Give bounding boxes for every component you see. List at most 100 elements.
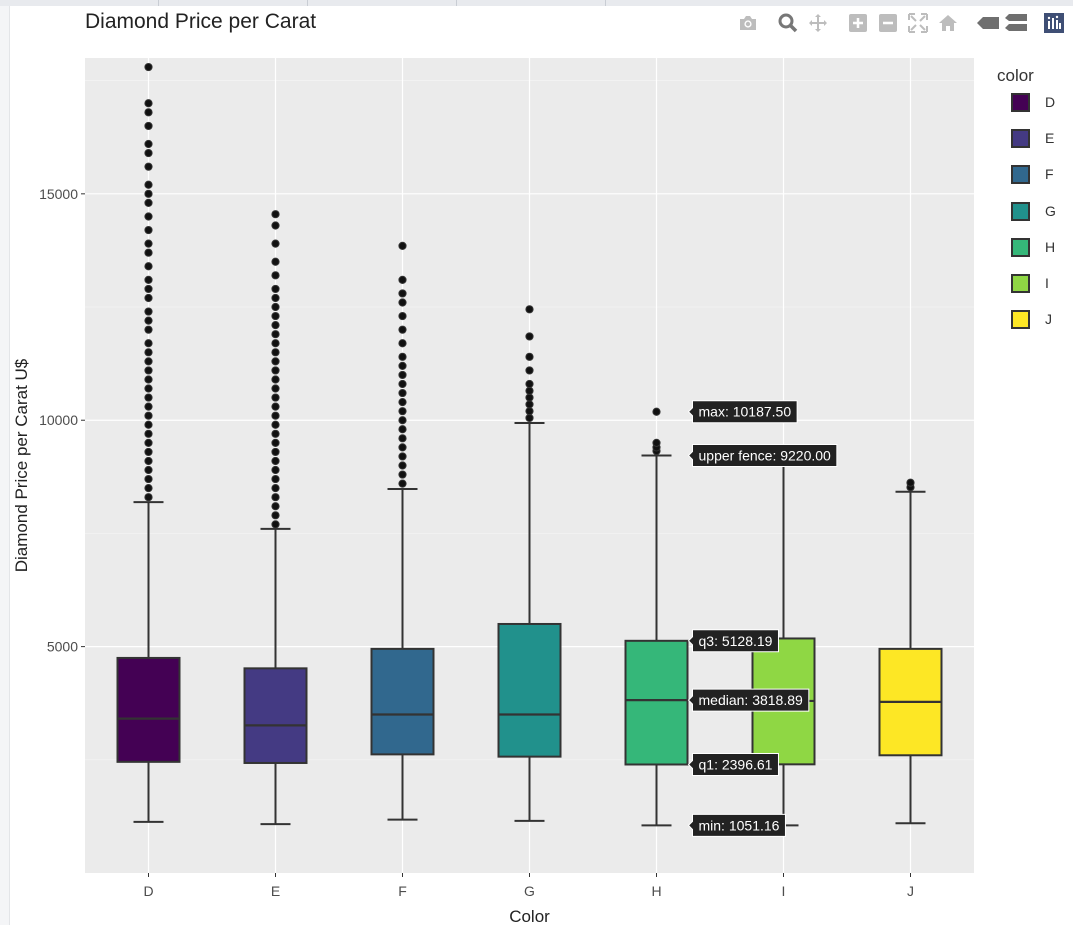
outlier-point — [271, 493, 280, 502]
box-body — [243, 667, 308, 764]
box-D[interactable] — [116, 62, 181, 823]
outlier-point — [271, 447, 280, 457]
outlier-point — [271, 339, 280, 348]
hover-label: max: 10187.50 — [687, 400, 798, 424]
outlier-point — [271, 271, 280, 280]
outlier-point — [271, 474, 280, 484]
autoscale-icon[interactable] — [907, 12, 929, 34]
outlier-point — [652, 446, 661, 456]
outlier-point — [398, 407, 407, 416]
outlier-point — [525, 407, 534, 416]
outlier-point — [271, 330, 280, 339]
box-F[interactable] — [370, 241, 435, 821]
outlier-point — [271, 456, 280, 466]
x-axis-label: Color — [509, 907, 550, 925]
legend-swatch — [1011, 129, 1030, 149]
x-tick-label: E — [271, 883, 280, 899]
outlier-point — [398, 425, 407, 434]
outlier-point — [271, 348, 280, 357]
outlier-point — [271, 210, 280, 219]
box-E[interactable] — [243, 210, 308, 826]
outlier-point — [398, 461, 407, 470]
outlier-point — [525, 393, 534, 402]
hover-label-text: q1: 2396.61 — [699, 756, 773, 772]
outlier-point — [398, 289, 407, 298]
outlier-point — [271, 239, 280, 248]
x-tick-label: I — [782, 883, 786, 899]
outlier-point — [144, 307, 153, 316]
outlier-point — [144, 447, 153, 457]
outlier-point — [144, 316, 153, 325]
outlier-point — [144, 438, 153, 447]
zoom-icon[interactable] — [777, 12, 799, 34]
outlier-point — [144, 293, 153, 303]
hover-label: q1: 2396.61 — [687, 752, 779, 776]
outlier-point — [398, 443, 407, 452]
outlier-point — [525, 366, 534, 375]
hover-label-text: upper fence: 9220.00 — [699, 448, 832, 464]
camera-icon[interactable] — [737, 12, 759, 34]
outlier-point — [144, 484, 153, 493]
legend-label: H — [1045, 238, 1056, 255]
box-J[interactable] — [878, 478, 943, 825]
outlier-point — [144, 366, 153, 375]
outlier-point — [271, 357, 280, 366]
outlier-point — [271, 429, 280, 438]
box-body — [370, 647, 435, 756]
hover-label-text: median: 3818.89 — [699, 692, 804, 708]
box-body — [497, 622, 562, 758]
outlier-point — [144, 384, 153, 393]
outlier-point — [144, 248, 153, 257]
plotly-logo-icon[interactable] — [1043, 12, 1065, 34]
outlier-point — [271, 384, 280, 393]
y-axis-label: Diamond Price per Carat U$ — [12, 358, 31, 572]
outlier-point — [398, 339, 407, 348]
outlier-point — [398, 379, 407, 389]
spike-lines-icon[interactable] — [977, 12, 999, 34]
box-body — [116, 656, 181, 763]
y-tick-label: 15000 — [39, 186, 78, 202]
outlier-point — [398, 241, 407, 251]
box-I[interactable] — [751, 454, 816, 827]
outlier-point — [525, 413, 534, 423]
outlier-point — [271, 484, 280, 493]
x-tick-label: G — [524, 883, 535, 899]
hover-label-bg — [687, 629, 779, 653]
box-body — [751, 637, 816, 766]
x-tick-label: J — [907, 883, 914, 899]
legend-label: G — [1045, 202, 1056, 219]
outlier-point — [398, 388, 407, 398]
modebar — [737, 12, 1067, 34]
outlier-point — [398, 416, 407, 425]
outlier-point — [525, 400, 534, 409]
box-H[interactable] — [624, 407, 689, 827]
outlier-point — [144, 429, 153, 438]
outlier-point — [144, 411, 153, 420]
pan-icon[interactable] — [807, 12, 829, 34]
outlier-point — [144, 198, 153, 207]
outlier-point — [144, 139, 153, 149]
outlier-point — [398, 470, 407, 479]
compare-hover-icon[interactable] — [1005, 12, 1027, 34]
plot-background — [85, 58, 974, 873]
reset-axes-icon[interactable] — [937, 12, 959, 34]
outlier-point — [271, 502, 280, 511]
outlier-point — [398, 275, 407, 284]
outlier-point — [398, 352, 407, 361]
x-tick-label: H — [651, 883, 661, 899]
zoom-in-icon[interactable] — [847, 12, 869, 34]
outlier-point — [271, 302, 280, 312]
legend-swatch — [1011, 93, 1030, 112]
box-G[interactable] — [497, 305, 562, 822]
hover-label-text: q3: 5128.19 — [699, 633, 773, 649]
hover-label: upper fence: 9220.00 — [687, 444, 838, 468]
outlier-point — [144, 325, 153, 334]
hover-label-bg — [687, 688, 810, 712]
hover-label-bg — [687, 813, 786, 837]
legend-swatch — [1011, 165, 1030, 185]
zoom-out-icon[interactable] — [877, 12, 899, 34]
outlier-point — [144, 339, 153, 348]
outlier-point — [144, 121, 153, 131]
outlier-point — [271, 375, 280, 384]
